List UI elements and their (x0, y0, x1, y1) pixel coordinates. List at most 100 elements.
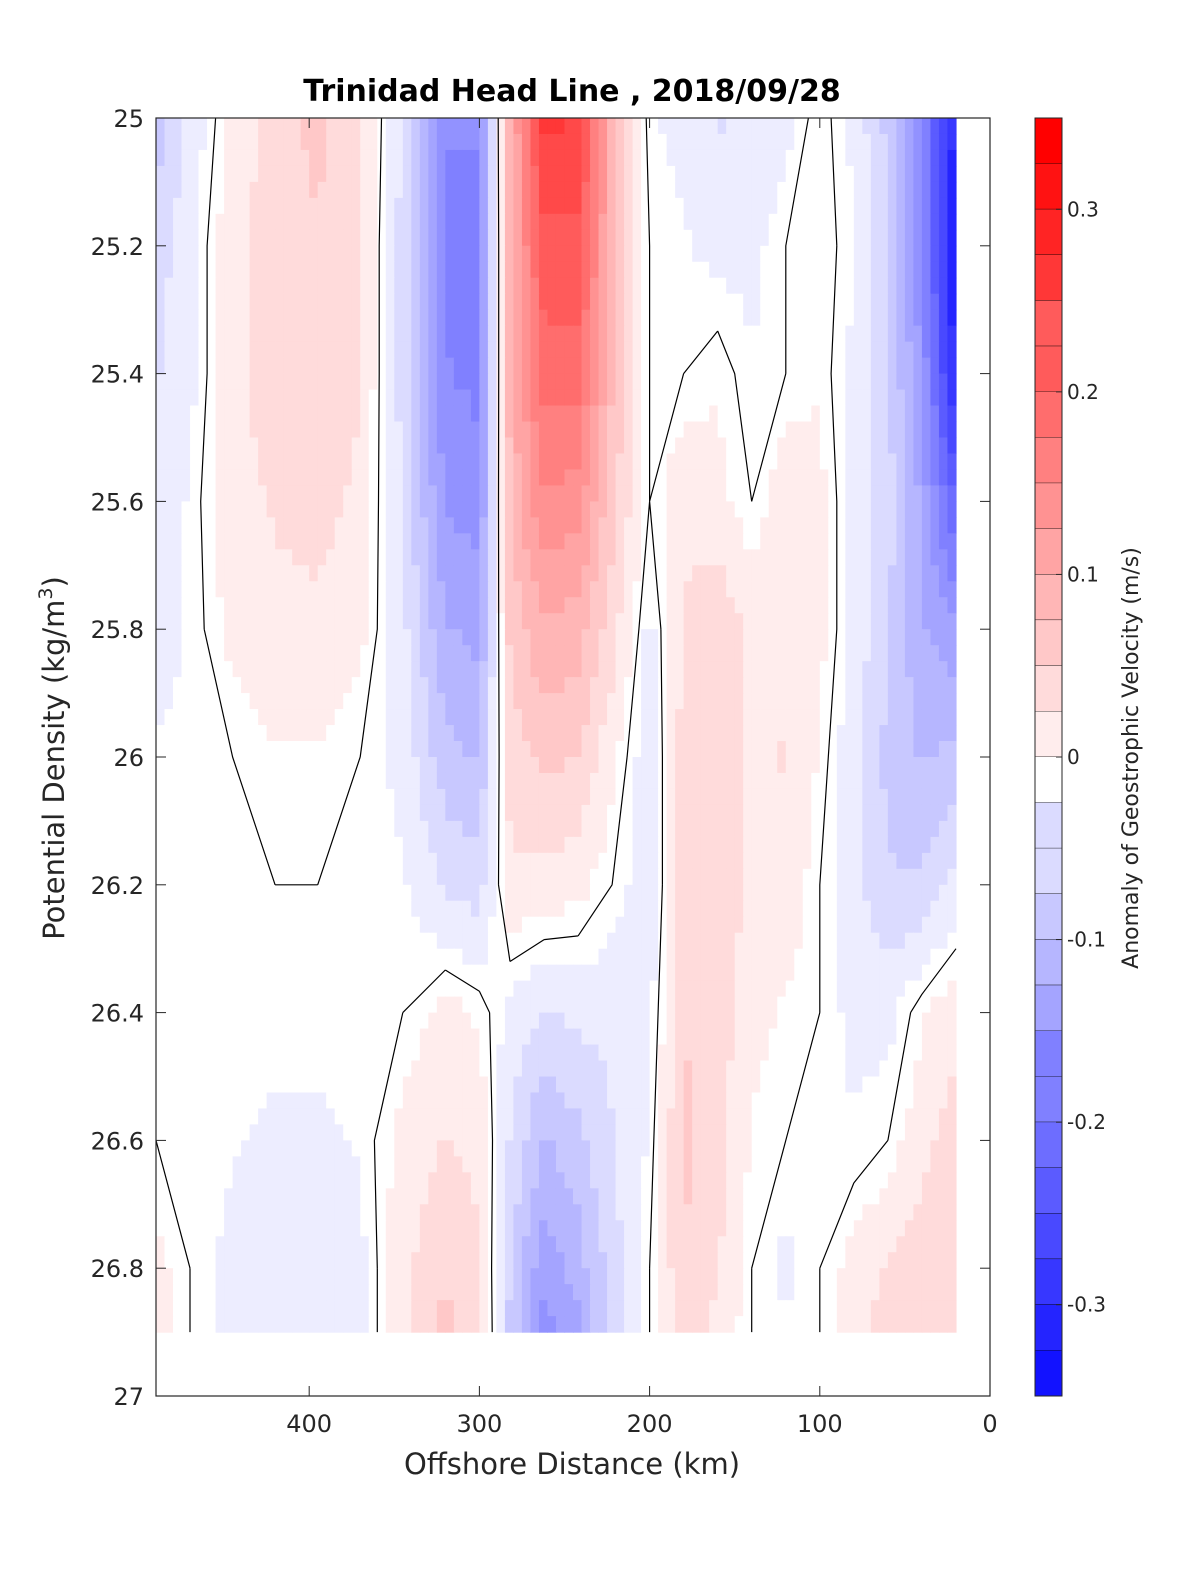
contour-cell (862, 517, 872, 534)
contour-cell (649, 213, 659, 231)
contour-cell (351, 629, 361, 646)
contour-cell (819, 948, 829, 966)
contour-cell (607, 325, 617, 343)
contour-cell (649, 485, 659, 502)
contour-cell (402, 597, 412, 614)
contour-cell (845, 613, 855, 630)
contour-cell (870, 772, 880, 790)
contour-cell (751, 709, 761, 726)
contour-cell (275, 389, 285, 407)
contour-cell (419, 709, 429, 726)
contour-cell (402, 118, 412, 135)
contour-cell (402, 517, 412, 534)
contour-cell (266, 533, 276, 550)
contour-cell (555, 804, 566, 822)
contour-cell (402, 437, 412, 455)
contour-cell (870, 661, 880, 678)
contour-cell (675, 405, 685, 423)
contour-cell (547, 693, 557, 710)
contour-cell (232, 517, 242, 534)
contour-cell (326, 804, 336, 822)
contour-cell (760, 149, 770, 167)
contour-cell (947, 389, 957, 407)
contour-cell (156, 820, 166, 838)
contour-cell (215, 741, 225, 758)
contour-cell (538, 948, 549, 966)
contour-cell (879, 868, 889, 886)
contour-cell (513, 277, 523, 295)
contour-cell (300, 133, 310, 151)
contour-cell (683, 261, 693, 279)
contour-cell (777, 581, 787, 598)
contour-cell (377, 453, 387, 471)
contour-cell (181, 613, 191, 630)
contour-cell (360, 948, 370, 966)
contour-cell (649, 421, 659, 439)
contour-cell (360, 725, 370, 742)
contour-cell (436, 149, 446, 167)
contour-cell (266, 373, 276, 391)
contour-cell (419, 261, 429, 279)
contour-cell (530, 948, 540, 966)
contour-cell (181, 453, 191, 471)
contour-cell (785, 852, 795, 870)
contour-cell (224, 517, 234, 534)
contour-cell (573, 772, 583, 790)
contour-cell (785, 772, 795, 790)
contour-cell (445, 549, 455, 566)
contour-cell (504, 772, 515, 790)
contour-cell (547, 852, 557, 870)
contour-cell (275, 565, 285, 582)
contour-cell (598, 309, 608, 327)
contour-cell (683, 613, 693, 630)
contour-cell (683, 133, 693, 151)
contour-cell (504, 277, 515, 295)
contour-cell (615, 229, 625, 247)
contour-cell (607, 213, 617, 231)
contour-cell (411, 197, 421, 215)
contour-cell (641, 133, 651, 151)
contour-cell (385, 916, 395, 934)
contour-cell (930, 229, 940, 247)
contour-cell (598, 485, 608, 502)
contour-cell (709, 149, 719, 167)
contour-cell (249, 453, 259, 471)
contour-cell (496, 533, 506, 550)
contour-cell (368, 820, 378, 838)
contour-cell (317, 852, 327, 870)
contour-cell (241, 757, 251, 774)
contour-cell (224, 118, 234, 135)
contour-cell (845, 309, 855, 327)
contour-cell (487, 197, 498, 215)
contour-cell (453, 884, 463, 902)
contour-cell (198, 485, 208, 502)
contour-cell (504, 357, 515, 375)
contour-cell (930, 948, 940, 966)
contour-cell (377, 549, 387, 566)
contour-cell (232, 453, 242, 471)
contour-cell (811, 836, 821, 854)
contour-cell (224, 213, 234, 231)
contour-cell (709, 469, 719, 487)
contour-cell (394, 373, 404, 391)
contour-cell (717, 517, 727, 534)
contour-cell (828, 213, 838, 231)
contour-cell (462, 325, 472, 343)
contour-cell (624, 677, 634, 694)
contour-cell (190, 661, 200, 678)
contour-cell (232, 469, 242, 487)
contour-cell (581, 772, 591, 790)
contour-cell (598, 693, 608, 710)
contour-cell (292, 437, 302, 455)
contour-cell (156, 405, 166, 423)
contour-cell (828, 645, 838, 662)
contour-cell (641, 597, 651, 614)
contour-cell (445, 357, 455, 375)
contour-cell (164, 597, 174, 614)
contour-cell (700, 277, 710, 295)
contour-cell (496, 197, 506, 215)
contour-cell (241, 964, 251, 982)
contour-cell (564, 133, 574, 151)
contour-cell (445, 757, 455, 774)
contour-cell (828, 916, 838, 934)
